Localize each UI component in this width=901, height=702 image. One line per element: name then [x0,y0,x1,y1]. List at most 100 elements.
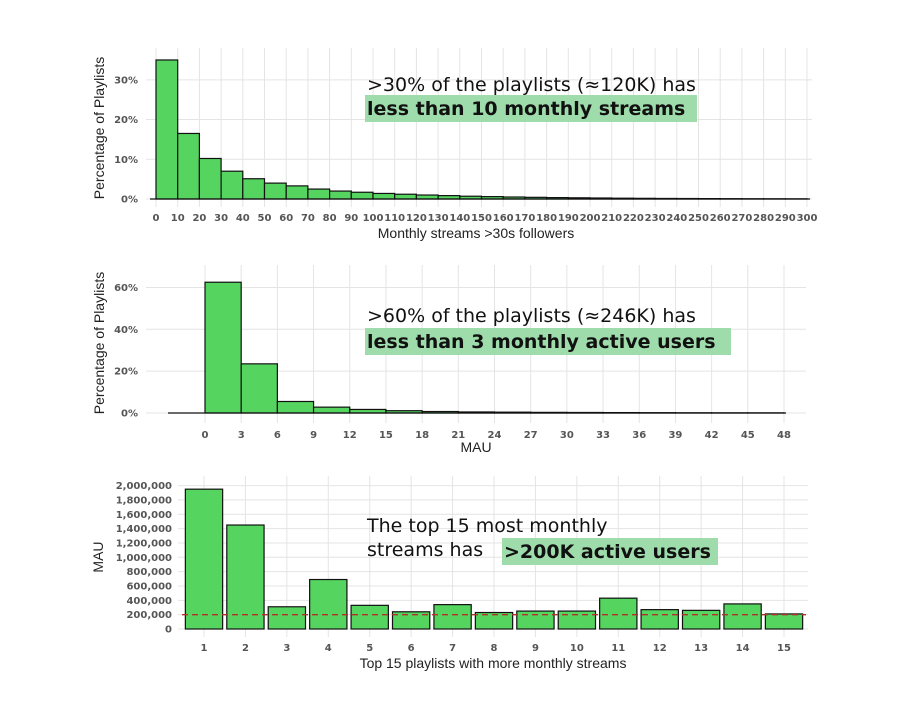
streams-x-tick-label: 300 [797,213,818,224]
top15-y-tick-label: 1,800,000 [116,495,172,506]
mau-x-tick-label: 30 [560,430,574,441]
mau-x-tick-label: 33 [596,430,610,441]
top15-bar [184,488,224,630]
mau-bar [276,400,315,414]
streams-bar [242,178,266,200]
streams-bar [394,193,418,200]
mau-y-axis-title: Percentage of Playlists [91,272,107,414]
streams-histogram: 0% 10% 20% 30% 0 10 20 30 40 50 60 70 80 90 100 110 120… [91,48,817,241]
mau-annotation-highlight [365,328,731,355]
mau-x-tick-label: 0 [202,430,209,441]
streams-bar [329,190,352,200]
top15-annotation-line2-plain: streams has [367,539,483,561]
mau-x-tick-label: 15 [379,430,393,441]
streams-bar [285,185,309,200]
top15-bar-chart: 0 200,000 400,000 600,000 800,000 1,000,000 1,… [90,476,808,671]
mau-x-tick-label: 9 [310,430,317,441]
top15-x-tick-label: 12 [653,643,667,654]
top15-y-tick-label: 0 [165,625,172,636]
top15-bar [516,610,555,630]
streams-y-tick-label: 30% [114,75,138,86]
streams-x-tick-label: 70 [301,213,315,224]
top15-x-tick-label: 11 [611,643,625,654]
top15-x-tick-label: 13 [694,643,708,654]
top15-x-tick-label: 3 [283,643,290,654]
streams-annotation-line1: >30% of the playlists (≈120K) has [367,74,696,96]
mau-x-tick-label: 21 [451,430,465,441]
streams-x-tick-label: 220 [623,213,644,224]
streams-bar [198,157,222,200]
top15-annotation-line2-bold: >200K active users [504,541,711,563]
streams-x-tick-label: 170 [514,213,535,224]
top15-annotation-highlight [502,538,718,565]
streams-x-tick-label: 150 [471,213,492,224]
top15-y-tick-label: 1,600,000 [116,510,172,521]
top15-y-tick-label: 1,000,000 [116,553,172,564]
mau-x-tick-label: 6 [274,430,281,441]
mau-x-axis-title: MAU [460,439,491,455]
streams-x-tick-label: 110 [384,213,405,224]
streams-bar [307,188,331,200]
streams-annotation-line2: less than 10 monthly streams [367,98,685,120]
top15-y-tick-label: 1,200,000 [116,538,172,549]
top15-y-tick-label: 2,000,000 [116,481,172,492]
mau-x-tick-label: 24 [488,430,502,441]
mau-histogram: 0%20%40%60% 0 3 6 9 12 15 18 21 24 27 30 33 36 39 42 45… [91,265,806,455]
streams-y-axis-title: Percentage of Playlists [91,57,107,199]
streams-x-ticks: 0 10 20 30 40 50 60 70 80 90 100 110 120 130 140 150 160… [153,213,818,224]
top15-y-tick-label: 600,000 [126,581,172,592]
mau-x-tick-label: 45 [741,430,755,441]
top15-x-tick-label: 2 [242,643,249,654]
mau-annotation-line2: less than 3 monthly active users [367,331,716,353]
mau-x-tick-label: 27 [524,430,538,441]
streams-bar [263,182,287,200]
top15-y-tick-label: 800,000 [126,567,172,578]
top15-y-tick-label: 400,000 [126,596,172,607]
streams-x-tick-label: 90 [344,213,358,224]
top15-x-tick-label: 5 [366,643,373,654]
streams-x-tick-label: 190 [558,213,579,224]
streams-x-tick-label: 280 [753,213,774,224]
streams-bar [372,192,396,200]
streams-x-tick-label: 120 [406,213,427,224]
streams-bar [350,191,374,200]
top15-bar [474,611,514,630]
top15-x-tick-label: 4 [325,643,332,654]
streams-y-ticks: 0% 10% 20% 30% [114,75,138,205]
streams-x-tick-label: 30 [214,213,228,224]
top15-bar [640,609,679,630]
mau-x-tick-label: 3 [238,430,245,441]
top15-x-tick-label: 15 [777,643,791,654]
mau-x-tick-label: 39 [668,430,682,441]
mau-annotation-line1: >60% of the playlists (≈246K) has [367,305,696,327]
mau-bar [240,363,278,414]
mau-x-tick-label: 12 [343,430,357,441]
top15-x-tick-label: 7 [449,643,456,654]
mau-bar [204,281,242,414]
mau-x-ticks: 0 3 6 9 12 15 18 21 24 27 30 33 36 39 42 45 48 [202,430,791,441]
top15-x-tick-label: 9 [532,643,539,654]
streams-x-axis-title: Monthly streams >30s followers [378,225,574,241]
top15-bar [723,603,762,630]
streams-x-tick-label: 210 [601,213,622,224]
top15-x-tick-label: 10 [570,643,584,654]
top15-x-axis-title: Top 15 playlists with more monthly strea… [360,655,627,671]
streams-y-tick-label: 20% [114,115,138,126]
streams-bar [155,59,179,200]
mau-x-tick-label: 48 [777,430,791,441]
top15-y-ticks: 0 200,000 400,000 600,000 800,000 1,000,000 1,… [116,481,172,635]
streams-y-tick-label: 0% [121,195,138,206]
streams-x-tick-label: 270 [731,213,752,224]
top15-x-tick-label: 6 [408,643,415,654]
top15-bar [433,604,472,630]
top15-bar [557,610,597,630]
mau-x-tick-label: 18 [415,430,429,441]
streams-y-tick-label: 10% [114,155,138,166]
streams-x-tick-label: 290 [775,213,796,224]
top15-y-axis-title: MAU [90,541,106,572]
streams-x-tick-label: 180 [536,213,557,224]
streams-x-tick-label: 60 [279,213,293,224]
streams-x-tick-label: 20 [192,213,206,224]
streams-bar [177,132,200,200]
top15-y-tick-label: 200,000 [126,610,172,621]
